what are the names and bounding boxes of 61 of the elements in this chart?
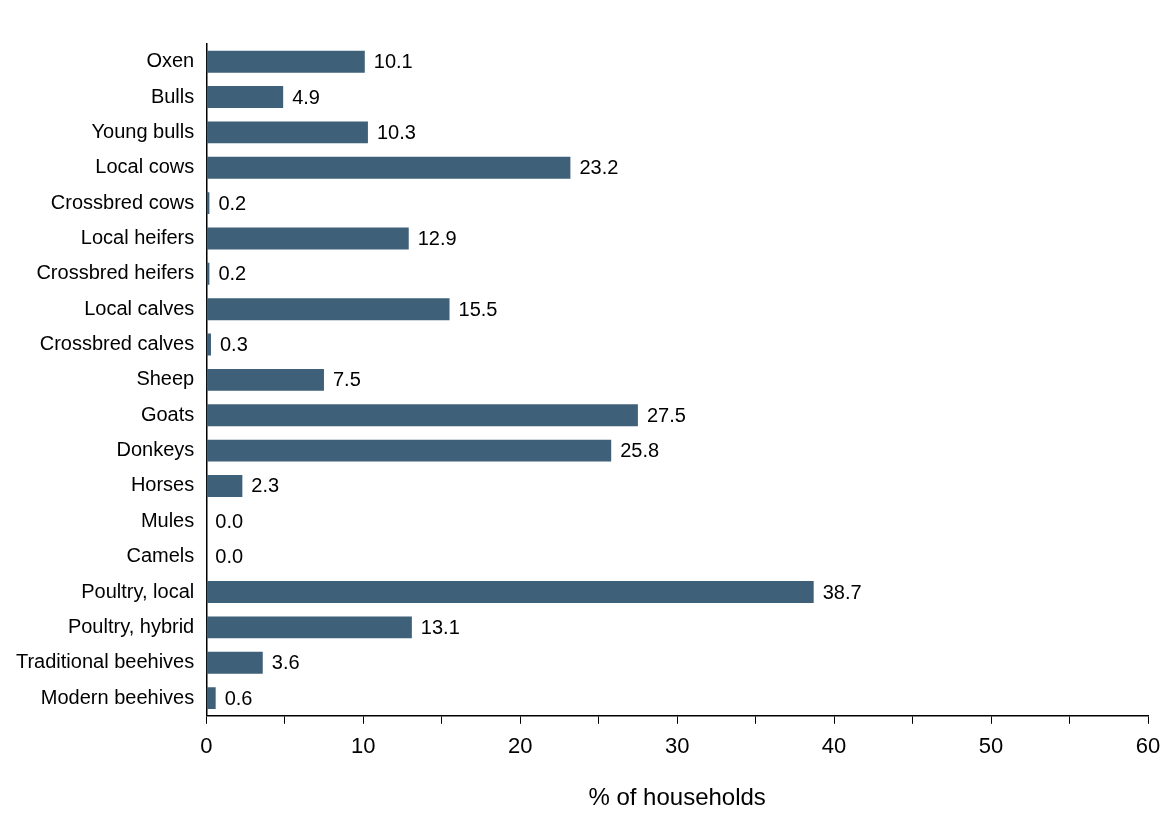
- x-tick-label: 50: [978, 733, 1004, 759]
- data-label: 0.0: [215, 509, 244, 532]
- x-tick-label: 40: [821, 733, 847, 759]
- y-tick-label: Local calves: [84, 296, 195, 319]
- y-tick-label: Local heifers: [80, 225, 195, 248]
- bar: [206, 227, 409, 250]
- bar: [206, 404, 638, 427]
- x-tick-label: 0: [200, 733, 213, 759]
- y-tick-label: Young bulls: [91, 119, 195, 142]
- y-tick-label: Crossbred heifers: [36, 261, 195, 284]
- x-axis-title: % of households: [588, 783, 766, 811]
- bar: [206, 439, 612, 462]
- y-tick-label: Oxen: [146, 49, 195, 72]
- y-tick-label: Poultry, local: [81, 579, 195, 602]
- data-label: 27.5: [646, 403, 686, 426]
- y-tick-label: Goats: [140, 402, 195, 425]
- bar: [206, 581, 814, 604]
- x-tick-label: 20: [507, 733, 533, 759]
- bar: [206, 475, 243, 497]
- y-tick-label: Traditional beehives: [15, 650, 195, 673]
- bar: [206, 333, 211, 356]
- bar: [206, 687, 216, 710]
- data-label: 0.2: [218, 262, 247, 285]
- y-tick-label: Local cows: [95, 155, 195, 178]
- data-label: 3.6: [271, 651, 300, 674]
- data-label: 38.7: [822, 580, 862, 603]
- bar: [206, 616, 412, 639]
- data-label: 15.5: [458, 297, 498, 320]
- bar: [206, 651, 263, 674]
- data-label: 25.8: [620, 439, 660, 462]
- data-label: 4.9: [292, 85, 320, 108]
- bar: [206, 156, 571, 179]
- bar: [206, 368, 324, 391]
- data-label: 0.3: [219, 333, 248, 356]
- bar: [206, 298, 450, 321]
- bar: [206, 50, 365, 73]
- data-label: 10.3: [376, 120, 416, 143]
- data-label: 7.5: [332, 368, 361, 391]
- y-tick-label: Camels: [126, 544, 195, 567]
- data-label: 23.2: [579, 156, 619, 179]
- data-label: 12.9: [417, 226, 457, 249]
- y-tick-label: Donkeys: [116, 438, 195, 461]
- y-tick-label: Mules: [140, 508, 195, 531]
- data-label: 2.3: [251, 474, 280, 497]
- data-label: 0.6: [224, 686, 253, 709]
- y-tick-label: Bulls: [150, 84, 195, 107]
- x-tick-label: 60: [1135, 733, 1161, 759]
- bar: [206, 86, 284, 108]
- y-tick-label: Crossbred calves: [39, 332, 195, 355]
- y-tick-label: Modern beehives: [40, 685, 195, 708]
- data-label: 0.0: [215, 545, 244, 568]
- data-label: 10.1: [373, 50, 413, 73]
- bar: [206, 121, 368, 144]
- y-tick-label: Horses: [130, 473, 195, 496]
- x-tick-label: 10: [350, 733, 376, 759]
- data-label: 13.1: [420, 615, 460, 638]
- y-tick-label: Sheep: [136, 367, 195, 390]
- y-tick-label: Poultry, hybrid: [67, 614, 195, 637]
- y-tick-label: Crossbred cows: [50, 190, 195, 213]
- x-tick-label: 30: [664, 733, 690, 759]
- data-label: 0.2: [218, 191, 247, 214]
